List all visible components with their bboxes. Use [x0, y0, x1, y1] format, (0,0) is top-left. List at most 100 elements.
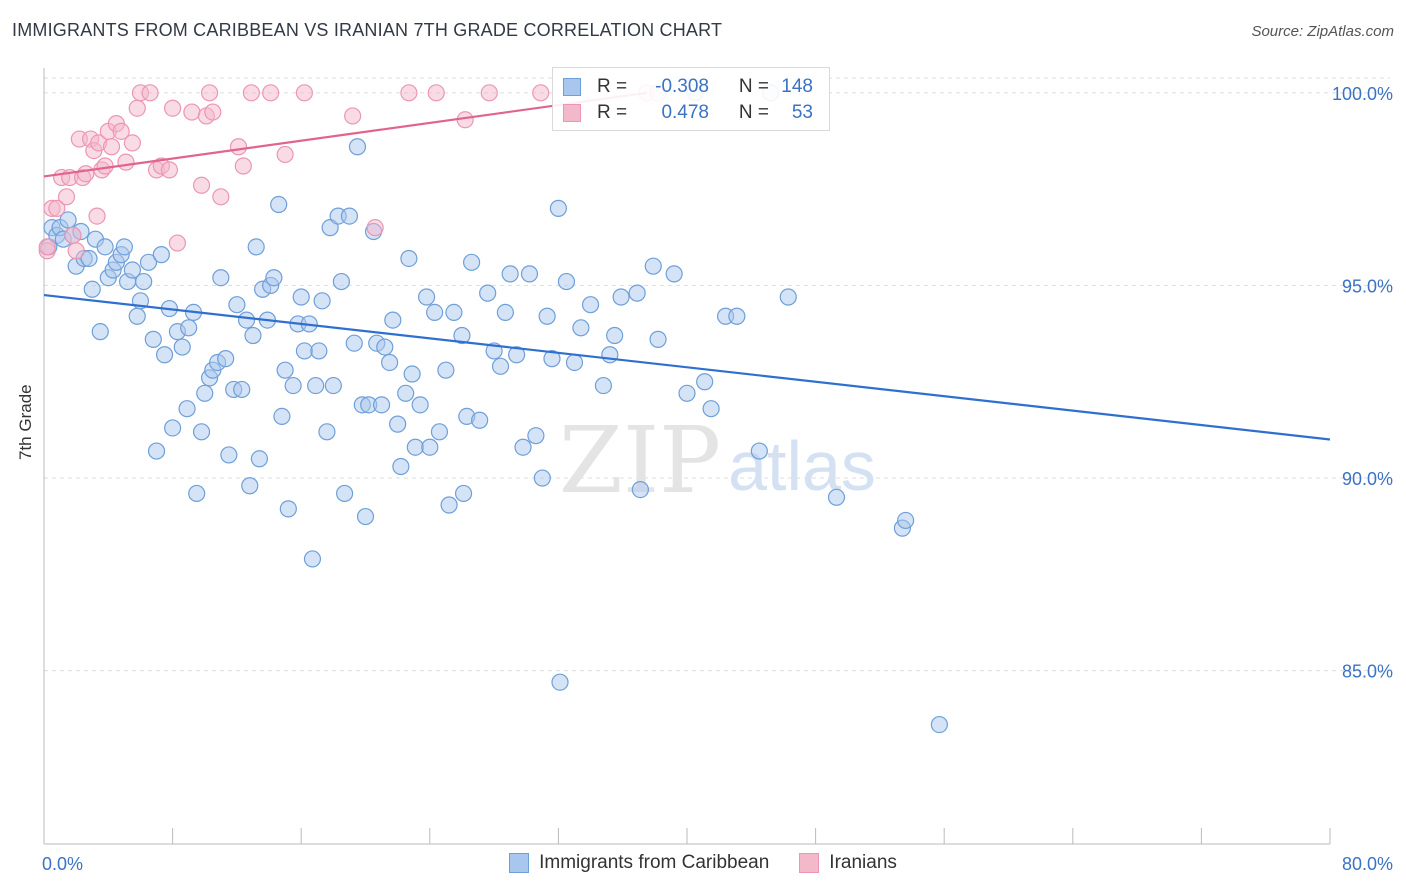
point-caribbean [244, 326, 262, 345]
point-caribbean [228, 296, 246, 314]
point-caribbean [147, 442, 166, 460]
point-caribbean [750, 442, 768, 460]
point-caribbean [437, 361, 455, 379]
point-iranians [192, 176, 211, 194]
point-iranians [400, 84, 418, 102]
point-caribbean [217, 350, 235, 368]
point-caribbean [237, 311, 256, 329]
point-caribbean [144, 330, 162, 348]
point-caribbean [270, 195, 288, 214]
point-caribbean [406, 438, 424, 456]
point-caribbean [403, 365, 421, 383]
point-caribbean [292, 288, 310, 306]
point-caribbean [345, 334, 363, 352]
legend-item-iranians[interactable]: Iranians [799, 852, 897, 874]
point-caribbean [581, 296, 600, 314]
chart-title: IMMIGRANTS FROM CARIBBEAN VS IRANIAN 7TH… [12, 20, 723, 40]
point-iranians [168, 234, 187, 252]
n-value: 53 [791, 102, 813, 123]
point-caribbean [501, 265, 519, 283]
point-iranians [128, 99, 146, 117]
point-iranians [276, 145, 294, 164]
point-caribbean [276, 361, 294, 379]
point-caribbean [728, 307, 746, 325]
point-iranians [344, 107, 362, 125]
point-caribbean [696, 373, 714, 391]
point-caribbean [332, 272, 350, 291]
point-caribbean [152, 246, 170, 264]
point-iranians [200, 84, 219, 102]
point-caribbean [303, 550, 322, 568]
point-caribbean [91, 323, 109, 341]
point-caribbean [241, 477, 259, 495]
point-caribbean [389, 415, 407, 433]
point-iranians [366, 219, 384, 237]
point-caribbean [265, 269, 283, 287]
point-iranians [117, 153, 135, 171]
point-caribbean [115, 238, 133, 256]
point-caribbean [307, 376, 325, 395]
stats-legend: R = -0.308 N = 148 R = 0.478 N = 53 [552, 67, 830, 131]
point-caribbean [313, 292, 331, 310]
point-caribbean [426, 303, 444, 321]
point-caribbean [164, 419, 182, 437]
point-caribbean [533, 469, 551, 487]
point-iranians [242, 84, 260, 102]
point-caribbean [178, 400, 196, 418]
point-caribbean [324, 376, 342, 395]
y-tick-label: 95.0% [1342, 276, 1393, 296]
point-caribbean [430, 423, 449, 441]
legend-item-caribbean[interactable]: Immigrants from Caribbean [509, 852, 769, 874]
point-caribbean [273, 407, 291, 426]
series-legend: Immigrants from Caribbean Iranians [0, 852, 1406, 874]
point-iranians [234, 157, 252, 175]
point-iranians [141, 84, 159, 102]
stats-row-caribbean: R = -0.308 N = 148 [563, 74, 813, 100]
point-caribbean [173, 338, 191, 356]
point-caribbean [421, 438, 439, 456]
point-caribbean [538, 307, 556, 325]
legend-swatch-iranians [799, 853, 820, 873]
source-label: Source: ZipAtlas.com [1251, 23, 1394, 40]
point-caribbean [212, 269, 230, 287]
point-caribbean [310, 342, 328, 360]
point-caribbean [496, 303, 514, 321]
r-value: -0.308 [655, 76, 709, 97]
point-caribbean [135, 272, 153, 291]
swatch-iranians [563, 104, 581, 122]
trend-line-caribbean [43, 293, 1331, 441]
y-tick-label: 90.0% [1342, 469, 1393, 489]
point-caribbean [440, 496, 458, 514]
point-iranians [164, 99, 182, 117]
point-caribbean [340, 207, 359, 225]
stats-row-iranians: R = 0.478 N = 53 [563, 100, 813, 126]
point-iranians [123, 134, 142, 152]
point-iranians [102, 138, 121, 156]
point-caribbean [628, 284, 646, 302]
point-caribbean [565, 353, 584, 372]
swatch-caribbean [563, 78, 581, 96]
series-caribbean [40, 84, 948, 734]
point-caribbean [96, 238, 114, 256]
point-caribbean [417, 288, 436, 306]
point-caribbean [514, 438, 532, 456]
legend-swatch-caribbean [509, 853, 530, 873]
legend-label-caribbean: Immigrants from Caribbean [539, 852, 770, 873]
r-label: R = [597, 76, 628, 97]
point-caribbean [453, 326, 471, 345]
point-caribbean [318, 423, 336, 441]
point-caribbean [557, 272, 576, 291]
point-caribbean [779, 288, 797, 306]
point-caribbean [527, 427, 545, 445]
point-caribbean [381, 353, 399, 372]
point-caribbean [678, 384, 696, 402]
point-caribbean [491, 357, 510, 375]
point-caribbean [827, 488, 846, 506]
axes [43, 68, 1331, 845]
tick-labels: 85.0% 90.0% 95.0% 100.0% 0.0% 80.0% [42, 84, 1393, 874]
x-tick-label: 0.0% [42, 854, 83, 874]
point-iranians [480, 84, 498, 102]
y-tick-label: 85.0% [1342, 662, 1393, 682]
point-iranians [64, 226, 82, 244]
point-caribbean [649, 330, 667, 348]
